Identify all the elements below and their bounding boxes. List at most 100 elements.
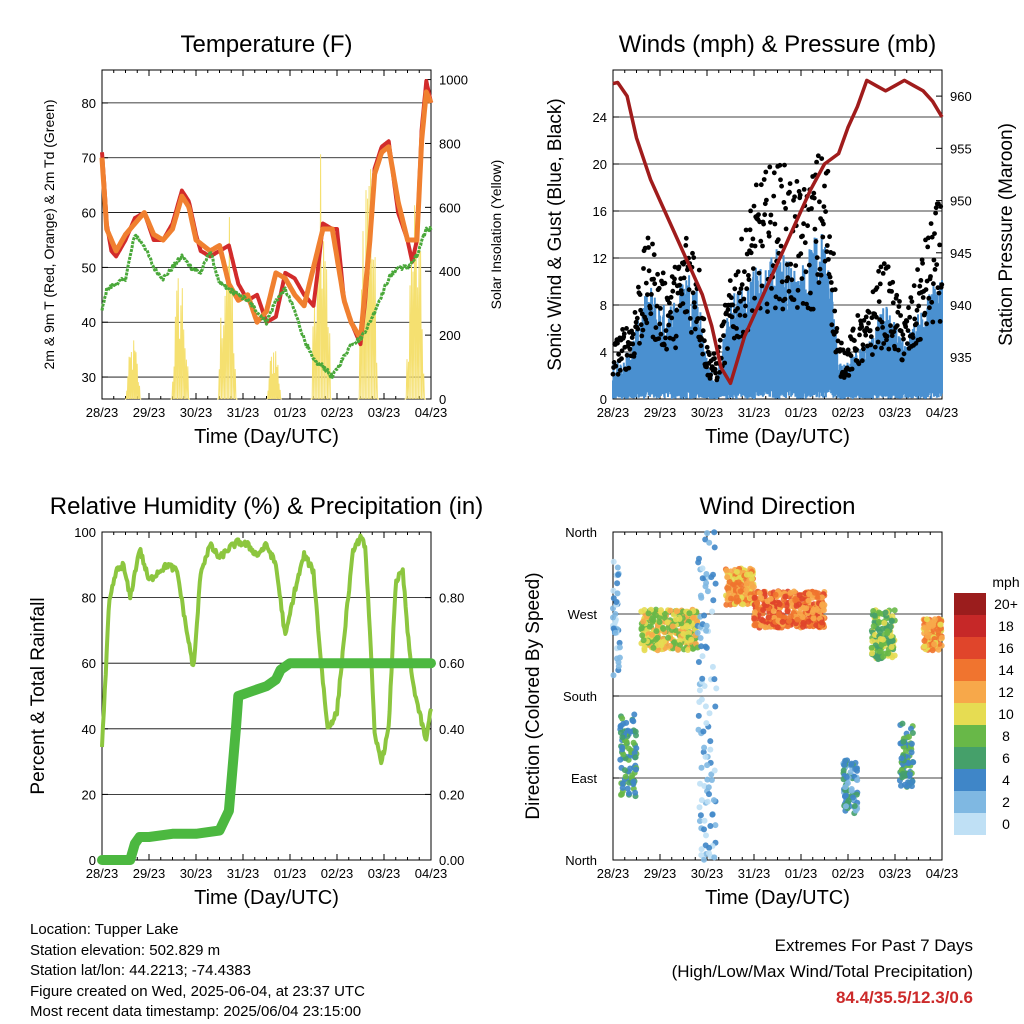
- gust-point: [901, 351, 907, 357]
- direction-point: [698, 643, 705, 650]
- winds-xtick-label: 30/23: [691, 405, 724, 420]
- gust-point: [651, 276, 656, 282]
- gust-point: [852, 338, 857, 343]
- direction-point: [776, 601, 783, 608]
- colorbar-label: 2: [1002, 794, 1010, 810]
- gust-point: [640, 327, 646, 333]
- temperature-xtick-label: 29/23: [133, 405, 166, 420]
- gust-point: [791, 297, 797, 303]
- direction-point: [723, 567, 730, 574]
- gust-point: [785, 275, 791, 281]
- direction-point: [622, 773, 629, 780]
- gust-point: [743, 303, 748, 309]
- direction-point: [923, 616, 930, 623]
- direction-point: [633, 745, 640, 752]
- gust-point: [656, 285, 662, 291]
- gust-point: [637, 340, 642, 346]
- gust-point: [803, 269, 809, 275]
- gust-point: [796, 189, 802, 194]
- gust-point: [681, 275, 687, 281]
- direction-point: [712, 703, 719, 710]
- gust-point: [889, 289, 894, 294]
- gust-point: [884, 333, 890, 339]
- direction-point: [869, 650, 875, 657]
- direction-point: [848, 761, 855, 768]
- gust-point: [662, 280, 668, 286]
- direction-point: [709, 811, 716, 818]
- gust-point: [905, 341, 910, 346]
- direction-point: [630, 739, 637, 746]
- direction-point: [645, 610, 652, 617]
- gust-point: [811, 190, 817, 196]
- direction-point: [891, 652, 898, 659]
- gust-point: [866, 310, 872, 315]
- direction-point: [749, 575, 755, 582]
- gust-point: [753, 182, 759, 188]
- gust-point: [691, 300, 697, 305]
- gust-point: [928, 274, 933, 279]
- direction-point: [619, 734, 626, 741]
- direction-point: [770, 608, 777, 615]
- direction-point: [703, 720, 710, 727]
- direction-point: [901, 781, 908, 788]
- gust-point: [788, 261, 794, 267]
- colorbar-label: 12: [998, 684, 1014, 700]
- direction-point: [726, 578, 733, 585]
- direction-point: [878, 641, 885, 648]
- colorbar-label: 14: [998, 662, 1014, 678]
- gust-point: [937, 319, 943, 324]
- gust-point: [783, 206, 788, 211]
- gust-point: [635, 326, 641, 332]
- direction-point: [615, 571, 622, 578]
- gust-point: [721, 333, 726, 339]
- gust-point: [904, 318, 910, 324]
- gust-point: [746, 273, 751, 278]
- direction-point: [703, 644, 710, 651]
- direction-point: [616, 639, 623, 646]
- direction-point: [613, 599, 620, 605]
- direction-point: [794, 616, 801, 623]
- humidity-ytick-label: 40: [82, 722, 96, 737]
- direction-point: [708, 574, 715, 581]
- direction-point: [760, 607, 767, 613]
- direction-point: [630, 718, 637, 725]
- gust-point: [880, 325, 885, 330]
- direction-point: [706, 539, 713, 546]
- colorbar-swatch: [954, 681, 986, 703]
- extremes-subheading: (High/Low/Max Wind/Total Precipitation): [671, 962, 973, 981]
- direction-point: [696, 699, 703, 705]
- gust-point: [918, 278, 924, 283]
- direction-point: [623, 719, 630, 726]
- winds-title: Winds (mph) & Pressure (mb): [619, 31, 936, 58]
- gust-point: [668, 294, 674, 300]
- gust-point: [610, 371, 616, 377]
- gust-point: [730, 302, 735, 308]
- direction-point: [701, 826, 707, 833]
- direction-point: [818, 619, 825, 626]
- temperature-ytick-label: 70: [82, 151, 96, 166]
- gust-point: [624, 352, 630, 358]
- direction-point: [702, 536, 709, 543]
- direction-point: [889, 637, 896, 644]
- gust-point: [735, 306, 740, 311]
- gust-point: [779, 279, 785, 285]
- direction-point: [887, 623, 894, 630]
- gust-point: [701, 316, 707, 322]
- gust-point: [780, 306, 786, 312]
- humidity-xtick-label: 30/23: [180, 866, 213, 881]
- direction-point: [875, 618, 882, 625]
- winds-xlabel: Time (Day/UTC): [705, 426, 850, 448]
- wind-direction-ylabel: Direction (Colored By Speed): [523, 572, 544, 819]
- winds-ytick-right-label: 950: [950, 194, 972, 209]
- wind-direction-xtick-label: 31/23: [738, 866, 771, 881]
- direction-point: [841, 761, 848, 768]
- wind-direction-title: Wind Direction: [699, 493, 855, 520]
- gust-point: [641, 266, 646, 271]
- gust-point: [821, 204, 827, 210]
- gust-point: [881, 261, 887, 267]
- gust-point: [663, 328, 669, 333]
- gust-point: [707, 352, 712, 358]
- gust-point: [867, 328, 873, 333]
- gust-point: [704, 364, 709, 370]
- humidity-chart: Relative Humidity (%) & Precipitation (i…: [28, 493, 483, 909]
